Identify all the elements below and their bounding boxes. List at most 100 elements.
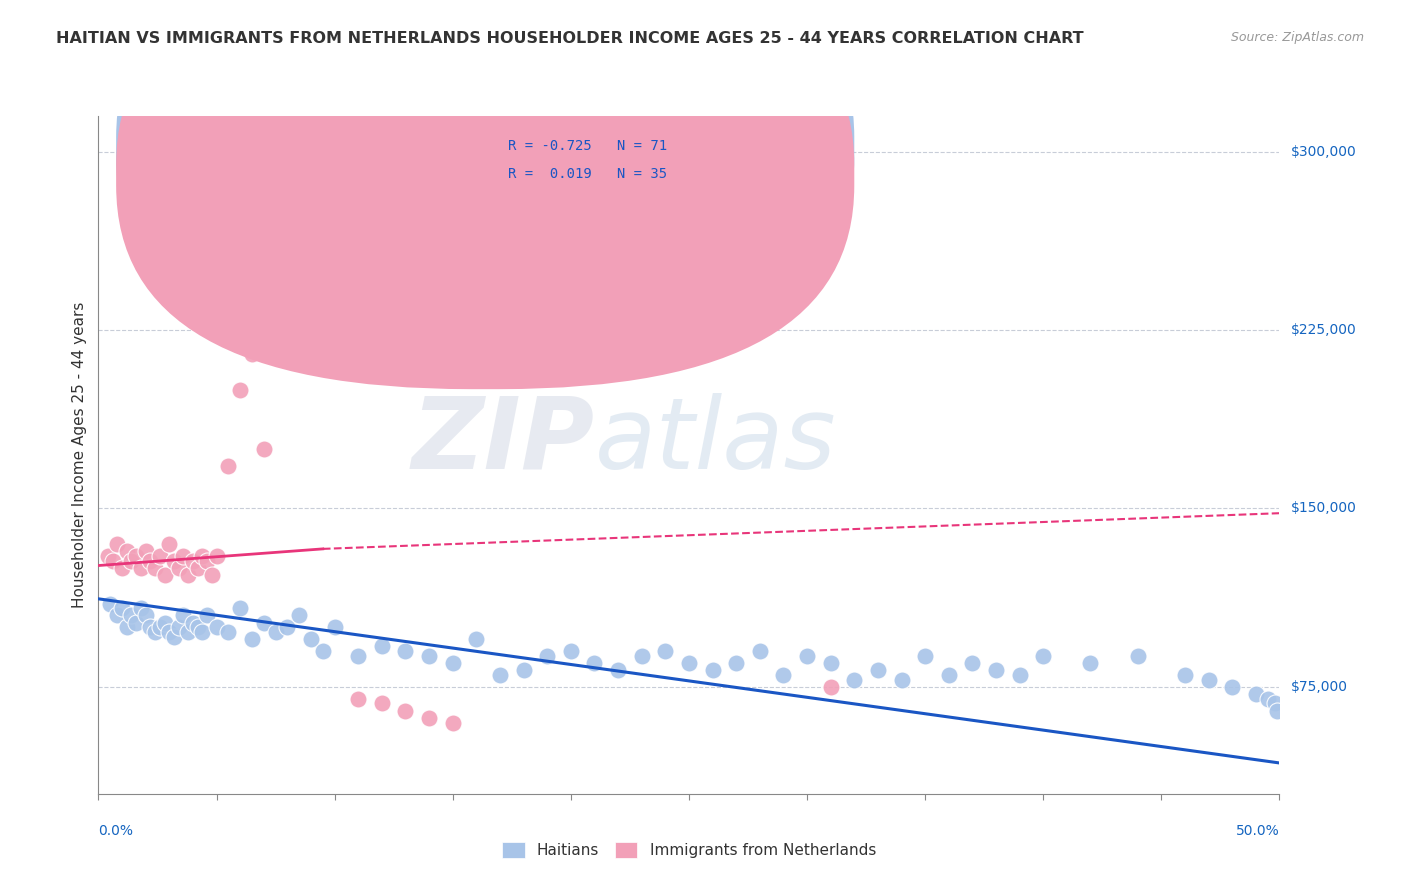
- Point: [229, 601, 252, 615]
- Point: [607, 663, 630, 677]
- FancyBboxPatch shape: [117, 0, 855, 389]
- Point: [489, 668, 512, 682]
- Text: $225,000: $225,000: [1291, 323, 1357, 337]
- Point: [163, 554, 186, 568]
- Point: [121, 608, 143, 623]
- Text: atlas: atlas: [595, 392, 837, 490]
- FancyBboxPatch shape: [117, 0, 855, 362]
- Point: [264, 625, 287, 640]
- Point: [560, 644, 582, 658]
- Point: [125, 549, 148, 563]
- Point: [195, 554, 218, 568]
- Text: 50.0%: 50.0%: [1236, 824, 1279, 838]
- Point: [163, 630, 186, 644]
- Point: [143, 561, 166, 575]
- Point: [299, 632, 322, 647]
- Text: R = -0.725   N = 71: R = -0.725 N = 71: [508, 139, 668, 153]
- Point: [229, 383, 252, 397]
- Point: [111, 561, 134, 575]
- Point: [167, 561, 190, 575]
- Point: [725, 656, 748, 670]
- Point: [1244, 687, 1267, 701]
- Point: [748, 644, 770, 658]
- Point: [105, 608, 128, 623]
- Point: [394, 644, 416, 658]
- Point: [288, 608, 311, 623]
- Point: [276, 620, 298, 634]
- Point: [844, 673, 866, 687]
- Point: [201, 568, 224, 582]
- Point: [101, 554, 124, 568]
- Point: [371, 697, 394, 711]
- Point: [205, 549, 228, 563]
- Point: [820, 680, 842, 694]
- Point: [153, 568, 176, 582]
- Text: $300,000: $300,000: [1291, 145, 1357, 159]
- Point: [938, 668, 960, 682]
- Point: [167, 620, 190, 634]
- Point: [394, 704, 416, 718]
- Point: [187, 620, 209, 634]
- Point: [962, 656, 984, 670]
- Point: [135, 608, 157, 623]
- Point: [172, 608, 194, 623]
- Text: 0.0%: 0.0%: [98, 824, 134, 838]
- Point: [191, 549, 214, 563]
- Point: [1198, 673, 1220, 687]
- Point: [149, 620, 172, 634]
- Point: [191, 625, 214, 640]
- Point: [347, 691, 370, 706]
- Point: [702, 663, 724, 677]
- Point: [890, 673, 912, 687]
- Point: [129, 561, 152, 575]
- Text: $150,000: $150,000: [1291, 501, 1357, 516]
- Point: [1220, 680, 1243, 694]
- Point: [143, 625, 166, 640]
- Point: [536, 648, 558, 663]
- Point: [441, 656, 464, 670]
- Point: [157, 625, 180, 640]
- Point: [217, 625, 239, 640]
- Point: [181, 615, 204, 630]
- FancyBboxPatch shape: [449, 120, 728, 199]
- Point: [177, 625, 200, 640]
- Point: [312, 644, 335, 658]
- Point: [139, 620, 162, 634]
- Point: [1257, 691, 1279, 706]
- Point: [1080, 656, 1102, 670]
- Point: [1265, 704, 1288, 718]
- Point: [347, 648, 370, 663]
- Point: [820, 656, 842, 670]
- Point: [181, 554, 204, 568]
- Point: [149, 549, 172, 563]
- Point: [772, 668, 794, 682]
- Legend: Haitians, Immigrants from Netherlands: Haitians, Immigrants from Netherlands: [496, 836, 882, 864]
- Point: [253, 615, 276, 630]
- Point: [172, 549, 194, 563]
- Point: [217, 458, 239, 473]
- Point: [371, 640, 394, 654]
- Point: [984, 663, 1007, 677]
- Point: [630, 648, 652, 663]
- Point: [1008, 668, 1031, 682]
- Point: [195, 608, 218, 623]
- Point: [583, 656, 606, 670]
- Point: [465, 632, 488, 647]
- Point: [157, 537, 180, 551]
- Point: [153, 615, 176, 630]
- Point: [187, 561, 209, 575]
- Point: [240, 347, 263, 361]
- Text: HAITIAN VS IMMIGRANTS FROM NETHERLANDS HOUSEHOLDER INCOME AGES 25 - 44 YEARS COR: HAITIAN VS IMMIGRANTS FROM NETHERLANDS H…: [56, 31, 1084, 46]
- Point: [240, 632, 263, 647]
- Point: [135, 544, 157, 558]
- Point: [97, 549, 120, 563]
- Y-axis label: Householder Income Ages 25 - 44 years: Householder Income Ages 25 - 44 years: [72, 301, 87, 608]
- Point: [105, 537, 128, 551]
- Text: R =  0.019   N = 35: R = 0.019 N = 35: [508, 167, 668, 180]
- Point: [441, 715, 464, 730]
- Point: [115, 544, 138, 558]
- Point: [111, 601, 134, 615]
- Point: [205, 620, 228, 634]
- Point: [323, 620, 346, 634]
- Point: [914, 648, 936, 663]
